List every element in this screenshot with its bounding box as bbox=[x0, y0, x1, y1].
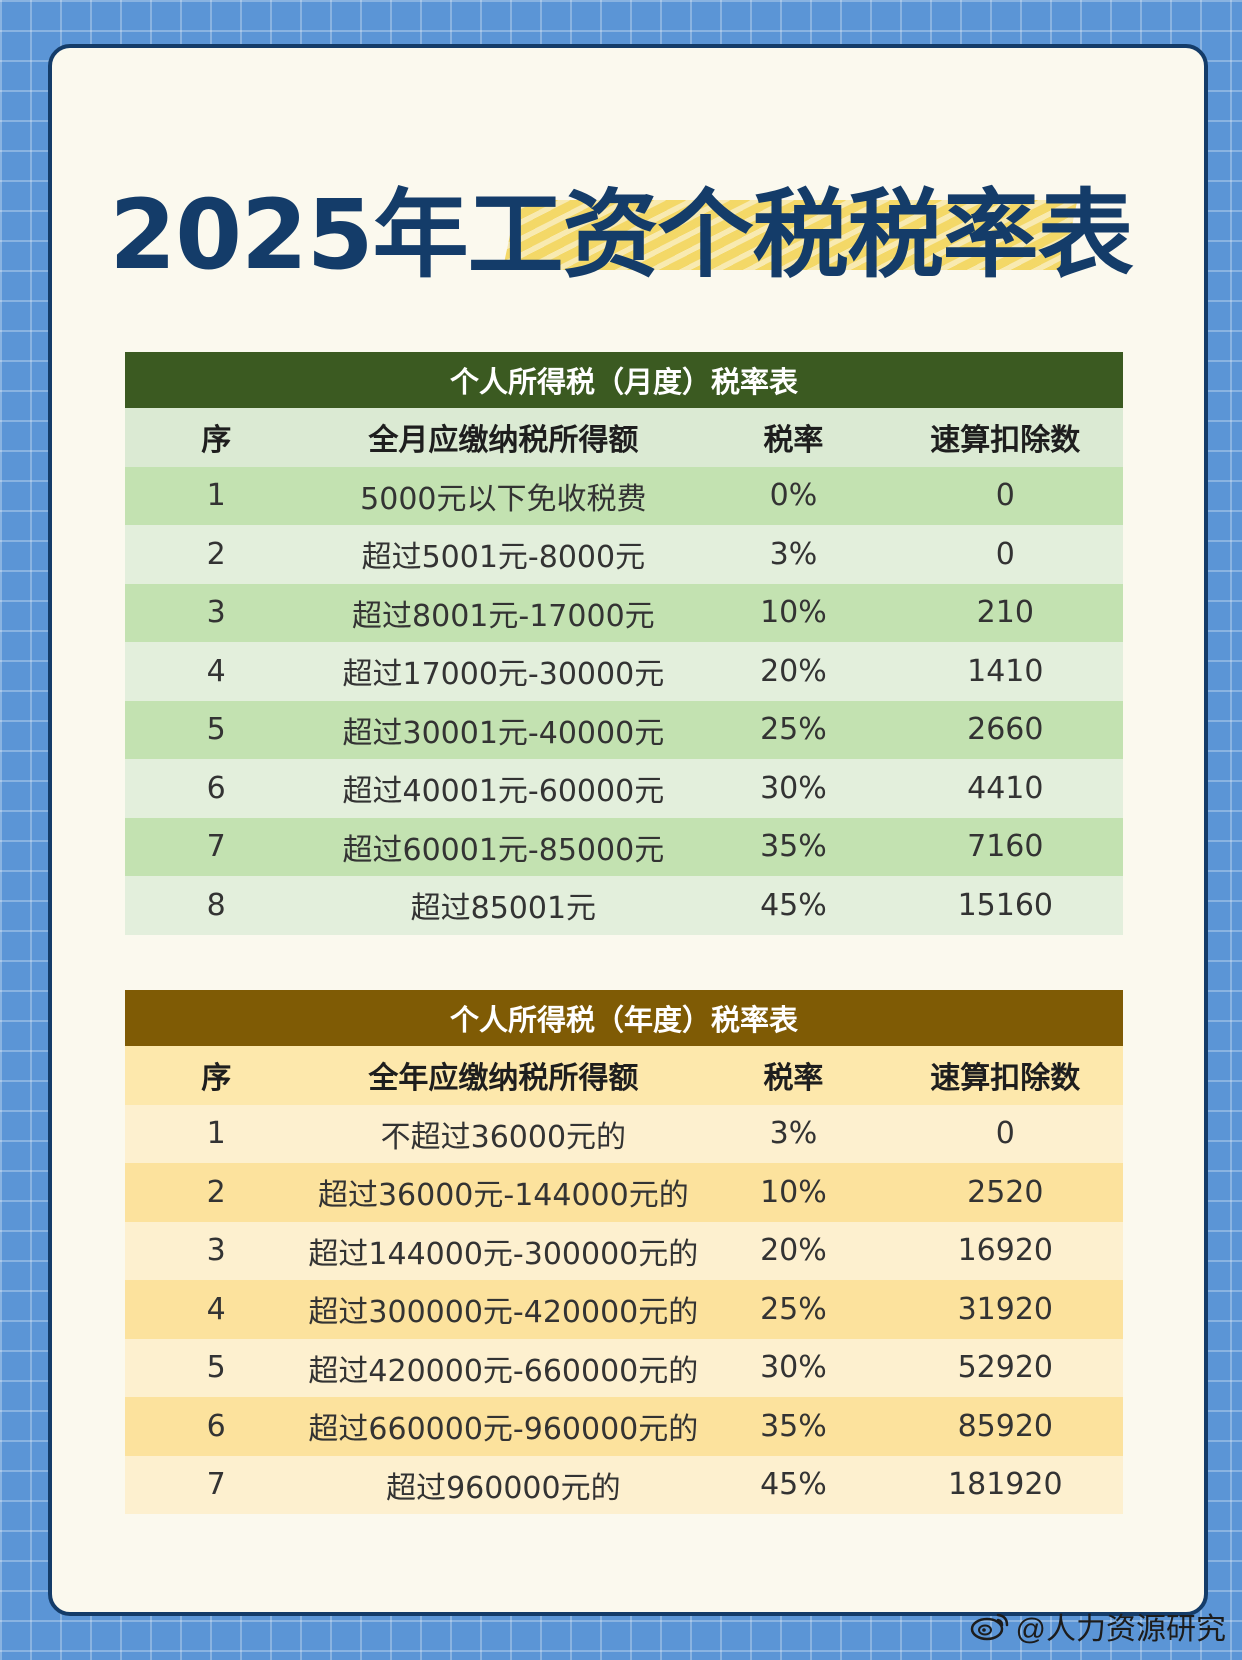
row-income-range: 超过60001元-85000元 bbox=[342, 832, 665, 868]
monthly-table-caption: 个人所得税（月度）税率表 bbox=[125, 352, 1123, 408]
row-income-range: 超过300000元-420000元的 bbox=[308, 1295, 699, 1331]
annual-table-header-row: 序 全年应缴纳税所得额 税率 速算扣除数 bbox=[125, 1046, 1123, 1105]
row-tax-rate: 30% bbox=[760, 1350, 827, 1386]
row-index: 3 bbox=[206, 1233, 226, 1269]
watermark-text: @人力资源研究 bbox=[1015, 1613, 1226, 1646]
row-tax-rate: 20% bbox=[760, 1233, 827, 1269]
row-index: 1 bbox=[206, 1116, 226, 1152]
table-row: 2 超过5001元-8000元 3% 0 bbox=[125, 525, 1123, 584]
row-income-range: 超过5001元-8000元 bbox=[361, 540, 646, 576]
row-quick-deduction: 16920 bbox=[957, 1233, 1054, 1269]
annual-tax-rate-table: 个人所得税（年度）税率表 序 全年应缴纳税所得额 税率 速算扣除数 1 不超过3… bbox=[125, 990, 1123, 1514]
watermark: @人力资源研究 bbox=[970, 1604, 1226, 1648]
row-quick-deduction: 4410 bbox=[967, 770, 1044, 806]
row-index: 8 bbox=[206, 887, 226, 923]
row-income-range: 超过85001元 bbox=[410, 891, 597, 927]
row-quick-deduction: 0 bbox=[995, 1116, 1015, 1152]
row-index: 3 bbox=[206, 595, 226, 631]
table-row: 1 不超过36000元的 3% 0 bbox=[125, 1104, 1123, 1163]
row-quick-deduction: 210 bbox=[976, 595, 1034, 631]
row-income-range: 超过30001元-40000元 bbox=[342, 715, 665, 751]
table-row: 3 超过8001元-17000元 10% 210 bbox=[125, 583, 1123, 642]
row-index: 4 bbox=[206, 653, 226, 689]
table-row: 7 超过960000元的 45% 181920 bbox=[125, 1455, 1123, 1514]
row-index: 7 bbox=[206, 829, 226, 865]
row-income-range: 超过144000元-300000元的 bbox=[308, 1236, 699, 1272]
row-income-range: 超过8001元-17000元 bbox=[352, 598, 655, 634]
row-quick-deduction: 1410 bbox=[967, 653, 1044, 689]
row-income-range: 超过17000元-30000元 bbox=[342, 657, 665, 693]
row-index: 1 bbox=[206, 478, 226, 514]
column-header-rate: 税率 bbox=[763, 1061, 824, 1097]
row-tax-rate: 25% bbox=[760, 712, 827, 748]
row-income-range: 超过36000元-144000元的 bbox=[317, 1178, 689, 1214]
row-quick-deduction: 15160 bbox=[957, 887, 1054, 923]
table-row: 4 超过17000元-30000元 20% 1410 bbox=[125, 642, 1123, 701]
column-header-rate: 税率 bbox=[763, 423, 824, 459]
row-tax-rate: 25% bbox=[760, 1291, 827, 1327]
row-income-range: 5000元以下免收税费 bbox=[360, 481, 647, 517]
column-header-deduction: 速算扣除数 bbox=[930, 1061, 1081, 1097]
row-tax-rate: 45% bbox=[760, 887, 827, 923]
row-quick-deduction: 52920 bbox=[957, 1350, 1054, 1386]
row-income-range: 超过960000元的 bbox=[386, 1470, 621, 1506]
table-row: 6 超过40001元-60000元 30% 4410 bbox=[125, 759, 1123, 818]
table-row: 3 超过144000元-300000元的 20% 16920 bbox=[125, 1221, 1123, 1280]
monthly-table-header-row: 序 全月应缴纳税所得额 税率 速算扣除数 bbox=[125, 408, 1123, 467]
row-index: 5 bbox=[206, 712, 226, 748]
table-row: 6 超过660000元-960000元的 35% 85920 bbox=[125, 1397, 1123, 1456]
page-title: 2025年工资个税税率表 bbox=[109, 179, 1133, 291]
row-index: 2 bbox=[206, 1174, 226, 1210]
row-index: 4 bbox=[206, 1291, 226, 1327]
weibo-icon bbox=[970, 1611, 1010, 1641]
row-quick-deduction: 0 bbox=[995, 478, 1015, 514]
row-index: 6 bbox=[206, 1408, 226, 1444]
row-tax-rate: 45% bbox=[760, 1467, 827, 1503]
row-tax-rate: 35% bbox=[760, 1408, 827, 1444]
row-index: 6 bbox=[206, 770, 226, 806]
column-header-deduction: 速算扣除数 bbox=[930, 423, 1081, 459]
table-row: 5 超过420000元-660000元的 30% 52920 bbox=[125, 1338, 1123, 1397]
row-quick-deduction: 0 bbox=[995, 536, 1015, 572]
table-row: 5 超过30001元-40000元 25% 2660 bbox=[125, 700, 1123, 759]
row-tax-rate: 0% bbox=[769, 478, 818, 514]
row-tax-rate: 10% bbox=[760, 595, 827, 631]
row-tax-rate: 20% bbox=[760, 653, 827, 689]
row-income-range: 不超过36000元的 bbox=[380, 1119, 627, 1155]
row-tax-rate: 3% bbox=[769, 536, 818, 572]
row-quick-deduction: 31920 bbox=[957, 1291, 1054, 1327]
row-income-range: 超过420000元-660000元的 bbox=[308, 1353, 699, 1389]
row-income-range: 超过660000元-960000元的 bbox=[308, 1412, 699, 1448]
annual-table-caption: 个人所得税（年度）税率表 bbox=[125, 990, 1123, 1046]
row-income-range: 超过40001元-60000元 bbox=[342, 774, 665, 810]
content-card bbox=[48, 44, 1208, 1616]
table-row: 8 超过85001元 45% 15160 bbox=[125, 876, 1123, 935]
monthly-tax-rate-table: 个人所得税（月度）税率表 序 全月应缴纳税所得额 税率 速算扣除数 1 5000… bbox=[125, 352, 1123, 935]
column-header-index: 序 bbox=[201, 423, 232, 459]
table-row: 1 5000元以下免收税费 0% 0 bbox=[125, 466, 1123, 525]
table-row: 4 超过300000元-420000元的 25% 31920 bbox=[125, 1280, 1123, 1339]
column-header-index: 序 bbox=[201, 1061, 232, 1097]
table-row: 7 超过60001元-85000元 35% 7160 bbox=[125, 817, 1123, 876]
column-header-income: 全月应缴纳税所得额 bbox=[368, 423, 639, 459]
row-quick-deduction: 2660 bbox=[967, 712, 1044, 748]
row-quick-deduction: 2520 bbox=[967, 1174, 1044, 1210]
row-tax-rate: 10% bbox=[760, 1174, 827, 1210]
row-tax-rate: 30% bbox=[760, 770, 827, 806]
row-tax-rate: 3% bbox=[769, 1116, 818, 1152]
column-header-income: 全年应缴纳税所得额 bbox=[368, 1061, 639, 1097]
row-tax-rate: 35% bbox=[760, 829, 827, 865]
row-index: 5 bbox=[206, 1350, 226, 1386]
table-row: 2 超过36000元-144000元的 10% 2520 bbox=[125, 1163, 1123, 1222]
row-index: 7 bbox=[206, 1467, 226, 1503]
row-quick-deduction: 85920 bbox=[957, 1408, 1054, 1444]
row-index: 2 bbox=[206, 536, 226, 572]
row-quick-deduction: 181920 bbox=[948, 1467, 1063, 1503]
row-quick-deduction: 7160 bbox=[967, 829, 1044, 865]
